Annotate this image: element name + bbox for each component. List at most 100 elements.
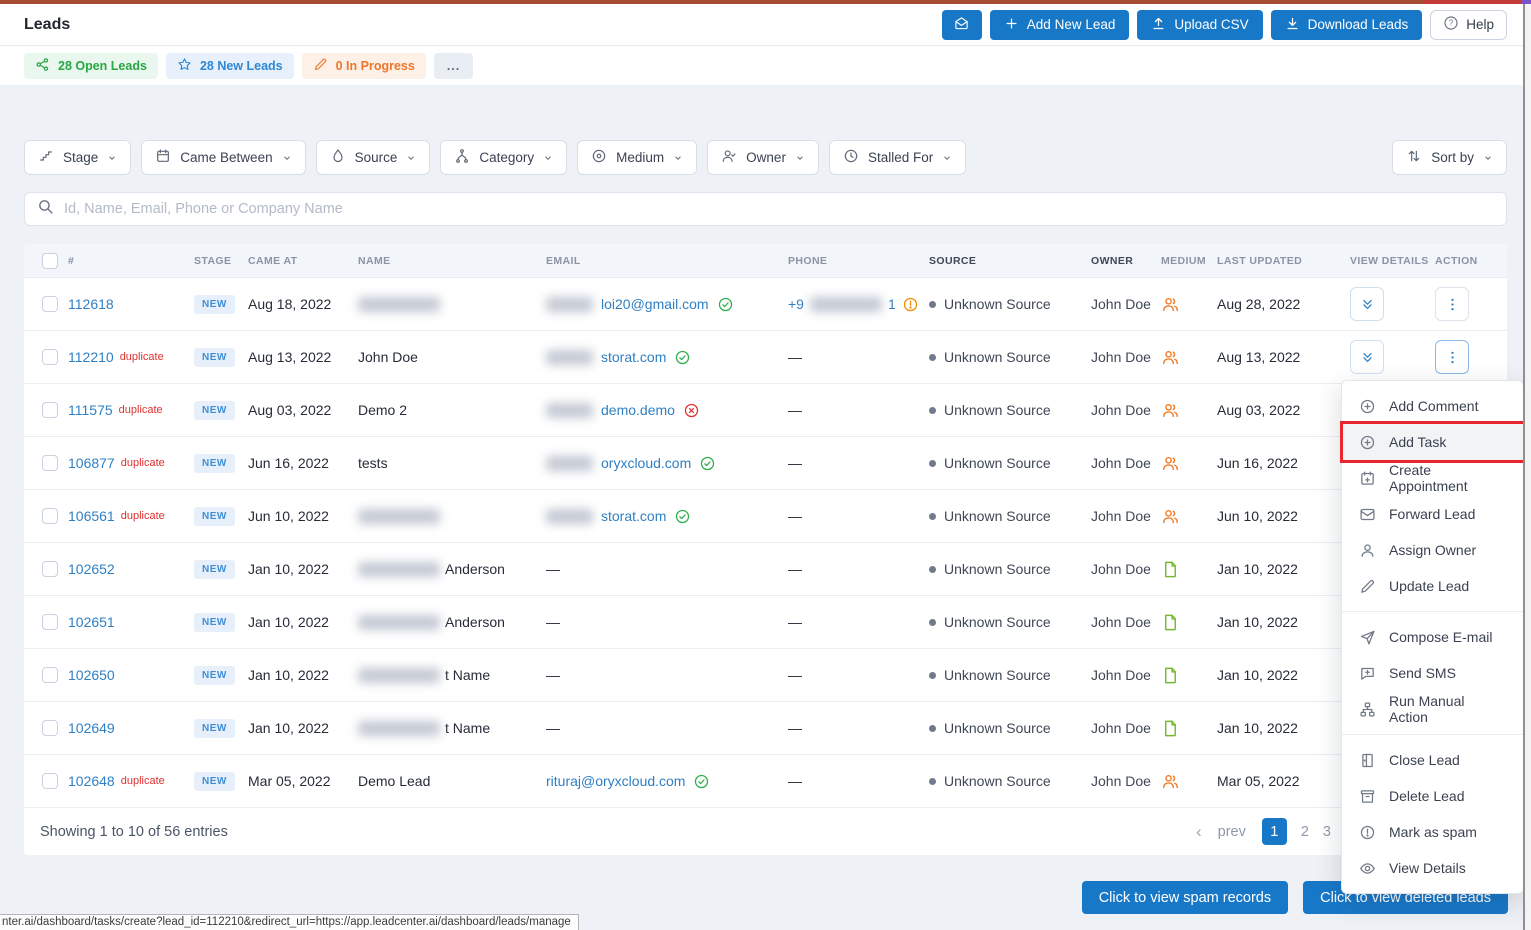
lead-email-link[interactable]: loi20@gmail.com [601, 296, 709, 312]
mail-button[interactable] [941, 9, 982, 40]
row-actions-button[interactable] [1435, 287, 1469, 321]
sort-by-button[interactable]: Sort by [1392, 140, 1507, 175]
lead-email-link[interactable]: storat.com [601, 508, 667, 524]
row-actions-button[interactable] [1435, 340, 1469, 374]
menu-item-label: Forward Lead [1389, 506, 1476, 522]
lead-name: tests [358, 455, 388, 471]
filter-owner[interactable]: Owner [707, 140, 819, 175]
filter-medium[interactable]: Medium [577, 140, 698, 175]
branch-icon [454, 148, 470, 167]
search-input[interactable] [64, 201, 1494, 217]
lead-email-link[interactable]: storat.com [601, 349, 667, 365]
phone-suffix[interactable]: 1 [887, 296, 896, 312]
email-valid-icon [674, 349, 691, 366]
view-details-button[interactable] [1350, 340, 1384, 374]
lead-checkbox[interactable] [42, 667, 58, 683]
menu-item-forward-lead[interactable]: Forward Lead [1342, 496, 1523, 532]
lead-checkbox[interactable] [42, 614, 58, 630]
menu-item-delete-lead[interactable]: Delete Lead [1342, 778, 1523, 814]
column-header: NAME [358, 254, 391, 267]
lead-checkbox[interactable] [42, 773, 58, 789]
stage-badge: NEW [194, 612, 235, 632]
lead-email-link[interactable]: demo.demo [601, 402, 675, 418]
filter-came-between[interactable]: Came Between [141, 140, 306, 175]
menu-item-create-appointment[interactable]: Create Appointment [1342, 460, 1523, 496]
lead-checkbox[interactable] [42, 349, 58, 365]
redacted-email-prefix [546, 296, 593, 312]
menu-item-assign-owner[interactable]: Assign Owner [1342, 532, 1523, 568]
select-all-checkbox[interactable] [42, 252, 58, 269]
menu-item-add-comment[interactable]: Add Comment [1342, 388, 1523, 424]
medium-form-icon [1161, 666, 1180, 685]
more-stats-button[interactable]: ... [433, 52, 474, 79]
lead-id-link[interactable]: 102650 [68, 667, 115, 683]
came-at-date: Jan 10, 2022 [248, 614, 329, 630]
view-spam-records-button[interactable]: Click to view spam records [1081, 881, 1289, 914]
lead-id-link[interactable]: 102649 [68, 720, 115, 736]
email-valid-icon [674, 508, 691, 525]
lead-id-link[interactable]: 106877 [68, 455, 115, 471]
column-header: MEDIUM [1161, 254, 1206, 267]
lead-id-link[interactable]: 106561 [68, 508, 115, 524]
came-at-date: Jan 10, 2022 [248, 667, 329, 683]
help-button[interactable]: ? Help [1430, 9, 1507, 40]
came-at-date: Jun 10, 2022 [248, 508, 329, 524]
filter-stalled-for[interactable]: Stalled For [828, 140, 967, 175]
prev-arrow-icon[interactable]: ‹ [1195, 821, 1202, 841]
people-icon [1163, 509, 1178, 523]
filter-category[interactable]: Category [440, 140, 568, 175]
upload-csv-button[interactable]: Upload CSV [1137, 9, 1263, 40]
lead-name: t Name [445, 667, 491, 683]
view-details-button[interactable] [1350, 287, 1384, 321]
empty-phone: — [788, 667, 802, 683]
filter-source[interactable]: Source [315, 140, 431, 175]
lead-checkbox[interactable] [42, 720, 58, 736]
empty-phone: — [788, 508, 802, 524]
menu-item-send-sms[interactable]: Send SMS [1342, 655, 1523, 691]
table-row: 102649 NEW Jan 10, 2022 t Name — — Unknown Sou… [24, 701, 1507, 754]
filter-stage[interactable]: Stage [24, 140, 132, 175]
lead-checkbox[interactable] [42, 296, 58, 312]
source-dot-icon [929, 777, 936, 785]
lead-email-link[interactable]: rituraj@oryxcloud.com [546, 773, 686, 789]
download-leads-button[interactable]: Download Leads [1270, 9, 1423, 40]
stats-row: 28 Open Leads 28 New Leads 0 In Progress… [0, 46, 1531, 85]
table-row: 102650 NEW Jan 10, 2022 t Name — — Unknown Sou… [24, 648, 1507, 701]
lead-id-link[interactable]: 112210 [68, 349, 114, 365]
came-at-date: Aug 18, 2022 [248, 296, 332, 312]
lead-id-link[interactable]: 112618 [68, 296, 114, 312]
page-button[interactable]: 2 [1300, 823, 1309, 840]
new-leads-badge[interactable]: 28 New Leads [165, 52, 294, 79]
lead-id-link[interactable]: 102652 [68, 561, 115, 577]
menu-item-mark-as-spam[interactable]: Mark as spam [1342, 814, 1523, 850]
dbl-chevron-icon [1362, 299, 1372, 309]
menu-item-view-details[interactable]: View Details [1342, 850, 1523, 886]
menu-item-add-task[interactable]: Add Task [1342, 424, 1523, 460]
lead-id-link[interactable]: 102651 [68, 614, 115, 630]
redacted-email-prefix [546, 455, 593, 471]
page-button[interactable]: 1 [1261, 818, 1287, 845]
menu-item-compose-e-mail[interactable]: Compose E-mail [1342, 619, 1523, 655]
lead-checkbox[interactable] [42, 561, 58, 577]
menu-item-close-lead[interactable]: Close Lead [1342, 742, 1523, 778]
menu-item-run-manual-action[interactable]: Run Manual Action [1342, 691, 1523, 727]
lead-id-link[interactable]: 111575 [68, 402, 113, 418]
ellipsis-icon: ... [446, 58, 461, 73]
page-button[interactable]: 3 [1322, 823, 1331, 840]
lead-checkbox[interactable] [42, 508, 58, 524]
lead-checkbox[interactable] [42, 402, 58, 418]
leads-table: # STAGE CAME AT NAME EMAIL PHONE SOURCE OWNER ME… [24, 244, 1507, 855]
person-check-icon [721, 148, 737, 167]
lead-id-link[interactable]: 102648 [68, 773, 115, 789]
add-new-lead-button[interactable]: Add New Lead [989, 9, 1130, 40]
in-progress-badge[interactable]: 0 In Progress [301, 52, 426, 79]
chevron-down-icon [545, 155, 552, 160]
prev-page-button[interactable]: prev [1217, 823, 1246, 840]
eye-icon [1360, 862, 1375, 874]
open-leads-badge[interactable]: 28 Open Leads [24, 52, 158, 79]
redacted-name [358, 508, 440, 524]
phone-prefix[interactable]: +9 [788, 296, 804, 312]
menu-item-update-lead[interactable]: Update Lead [1342, 568, 1523, 604]
lead-email-link[interactable]: oryxcloud.com [601, 455, 692, 471]
lead-checkbox[interactable] [42, 455, 58, 471]
